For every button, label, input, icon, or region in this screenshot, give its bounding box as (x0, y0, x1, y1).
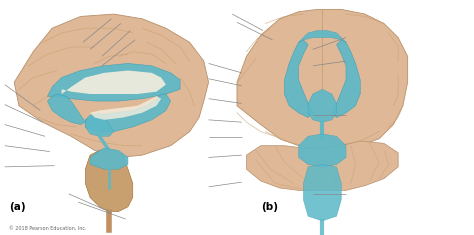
Polygon shape (299, 134, 346, 167)
Text: (a): (a) (9, 201, 26, 212)
PathPatch shape (14, 14, 209, 157)
Polygon shape (85, 94, 171, 132)
Polygon shape (303, 164, 341, 221)
Polygon shape (85, 150, 133, 212)
Text: (b): (b) (261, 201, 278, 212)
Polygon shape (47, 63, 180, 101)
Polygon shape (308, 89, 337, 122)
PathPatch shape (237, 9, 408, 150)
Polygon shape (90, 96, 161, 120)
Polygon shape (47, 94, 85, 125)
Polygon shape (299, 31, 346, 42)
Polygon shape (284, 40, 313, 118)
Polygon shape (85, 113, 114, 136)
Polygon shape (90, 148, 128, 169)
Polygon shape (246, 141, 398, 190)
Text: © 2018 Pearson Education, Inc.: © 2018 Pearson Education, Inc. (9, 225, 87, 230)
Polygon shape (62, 70, 166, 94)
Polygon shape (332, 40, 360, 118)
